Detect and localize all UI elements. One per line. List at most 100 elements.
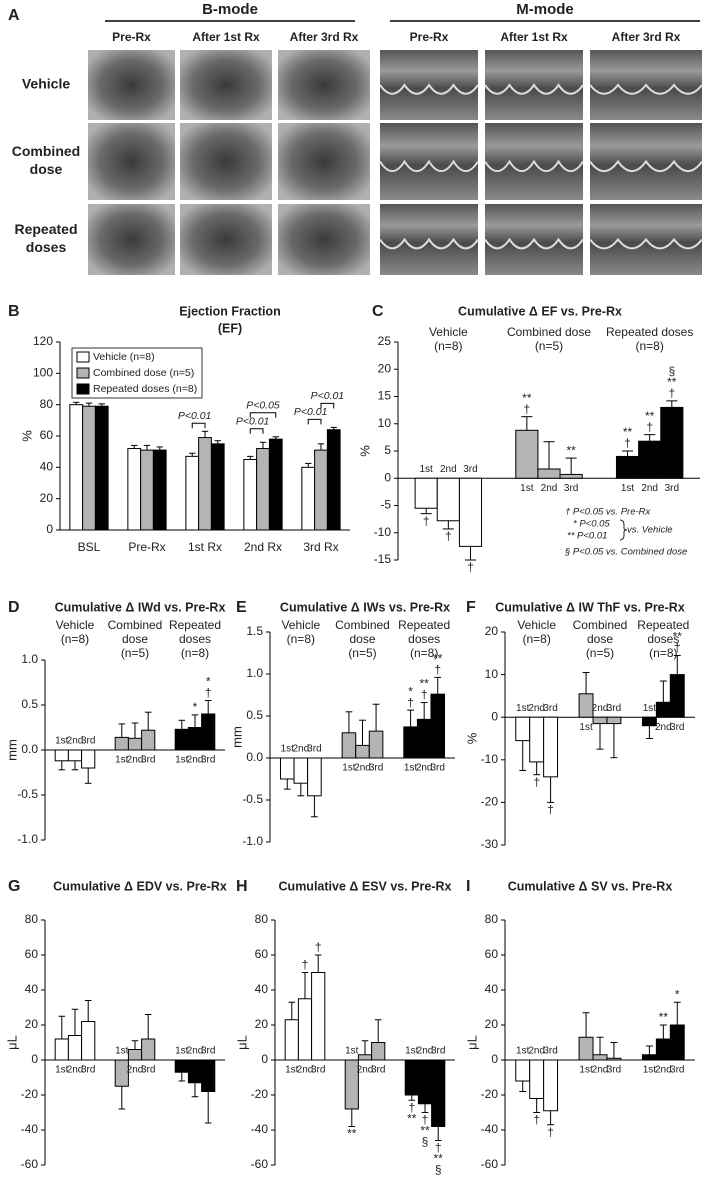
bar [543,716,559,778]
y-tick-label: 60 [25,947,39,961]
significance-mark: ** [673,630,683,644]
significance-mark: ** [645,409,655,423]
y-tick-label: 40 [485,982,499,996]
bar [314,449,328,531]
significance-label: P<0.01 [178,410,212,422]
bar [114,1059,129,1087]
x-tick-label: 2nd [187,755,204,766]
bar [529,716,545,763]
bar [174,1059,189,1073]
group-header: Vehicle [517,618,556,632]
significance-mark: § [668,364,675,378]
y-tick-label: 25 [378,334,392,348]
significance-bracket [307,418,322,425]
bar [94,405,109,531]
x-tick-label: 3rd [431,763,445,774]
significance-mark: † [407,695,414,709]
group-header: (n=5) [535,339,563,353]
significance-label: P<0.01 [294,406,328,418]
significance-mark: ** [522,391,532,405]
x-tick-label: 3rd [311,1065,325,1076]
column-header: After 1st Rx [192,30,260,44]
significance-mark: † [547,1125,554,1139]
panel-label: C [372,303,384,320]
b-mode-image [180,204,272,275]
x-tick-label: 3rd [543,703,557,714]
bar [187,727,203,751]
significance-mark: ** [347,1127,357,1141]
y-axis-label: % [464,732,479,744]
group-header: (n=8) [635,339,663,353]
x-tick-label: 3rd Rx [303,540,338,554]
group-header: Repeated [398,618,450,632]
x-tick-label: 2nd [297,1065,314,1076]
group-header: (n=8) [522,632,550,646]
significance-mark: † [533,1113,540,1127]
group-header: dose [587,632,613,646]
x-tick-label: 3rd [463,464,477,475]
bar [187,1059,203,1084]
y-tick-label: 20 [485,1017,499,1031]
group-header: (n=5) [348,646,376,660]
m-mode-trace [379,159,479,173]
bar [641,716,657,727]
bar [140,449,154,531]
x-tick-label: 1st [115,755,129,766]
bar [127,1049,143,1061]
x-tick-label: 2nd [641,483,658,494]
y-tick-label: 100 [33,366,53,380]
significance-mark: § [435,1163,442,1177]
bar [660,406,684,479]
group-header: doses [179,632,211,646]
group-header: Repeated [169,618,221,632]
x-tick-label: 1st [420,464,434,475]
x-tick-label: 1st [516,1046,530,1057]
group-header: (n=8) [649,646,677,660]
b-mode-image [278,50,370,120]
bar [81,1021,96,1061]
significance-mark: * [206,675,211,689]
y-tick-label: 20 [485,624,499,638]
x-tick-label: Pre-Rx [128,540,165,554]
x-tick-label: 1st [520,483,534,494]
x-tick-label: 2nd [187,1046,204,1057]
group-header: (n=5) [121,646,149,660]
significance-mark: † [533,775,540,789]
y-tick-label: 40 [25,982,39,996]
x-tick-label: 2nd [528,703,545,714]
x-tick-label: 3rd [371,1065,385,1076]
x-tick-label: 2nd [127,1065,144,1076]
x-tick-label: 2nd [67,1065,84,1076]
y-tick-label: 0.5 [21,697,38,711]
chart-title: Cumulative Δ ESV vs. Pre-Rx [279,879,452,893]
bar [355,744,370,759]
bar [515,716,531,742]
x-tick-label: 1st [175,755,189,766]
x-tick-label: 2nd [592,703,609,714]
significance-mark: † [422,1113,429,1127]
bar [307,757,322,797]
bar [201,713,216,751]
x-tick-label: 1st [55,736,69,747]
bar [638,440,662,479]
group-header: (n=8) [61,632,89,646]
bar [284,1019,299,1061]
bar [559,473,583,479]
y-axis-label: μL [234,1035,249,1050]
bar [430,693,446,759]
x-tick-label: 1st [643,1065,657,1076]
x-tick-label: 3rd [431,1046,445,1057]
chart-title: Cumulative Δ EF vs. Pre-Rx [458,304,622,318]
row-label: Vehicle [22,76,70,92]
significance-mark: ** [434,1152,444,1166]
group-header: (n=8) [434,339,462,353]
bar [403,726,418,759]
y-tick-label: 5 [384,443,391,457]
x-tick-label: 3rd [665,483,679,494]
bar [54,1038,69,1061]
x-tick-label: 1st [404,763,418,774]
bar [301,466,316,531]
significance-mark: † [445,529,452,543]
y-tick-label: 1.0 [246,666,263,680]
x-tick-label: 1st [579,1065,593,1076]
